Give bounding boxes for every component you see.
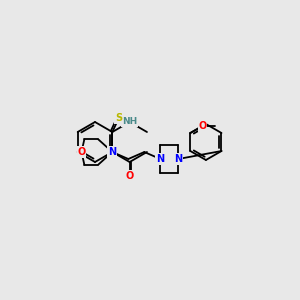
Text: O: O [77,147,86,157]
Text: N: N [108,147,116,157]
Text: N: N [156,154,164,164]
Text: N: N [174,154,182,164]
Text: O: O [198,121,207,131]
Text: N: N [108,147,116,157]
Text: NH: NH [122,118,137,127]
Text: S: S [115,113,122,123]
Text: O: O [125,171,134,181]
